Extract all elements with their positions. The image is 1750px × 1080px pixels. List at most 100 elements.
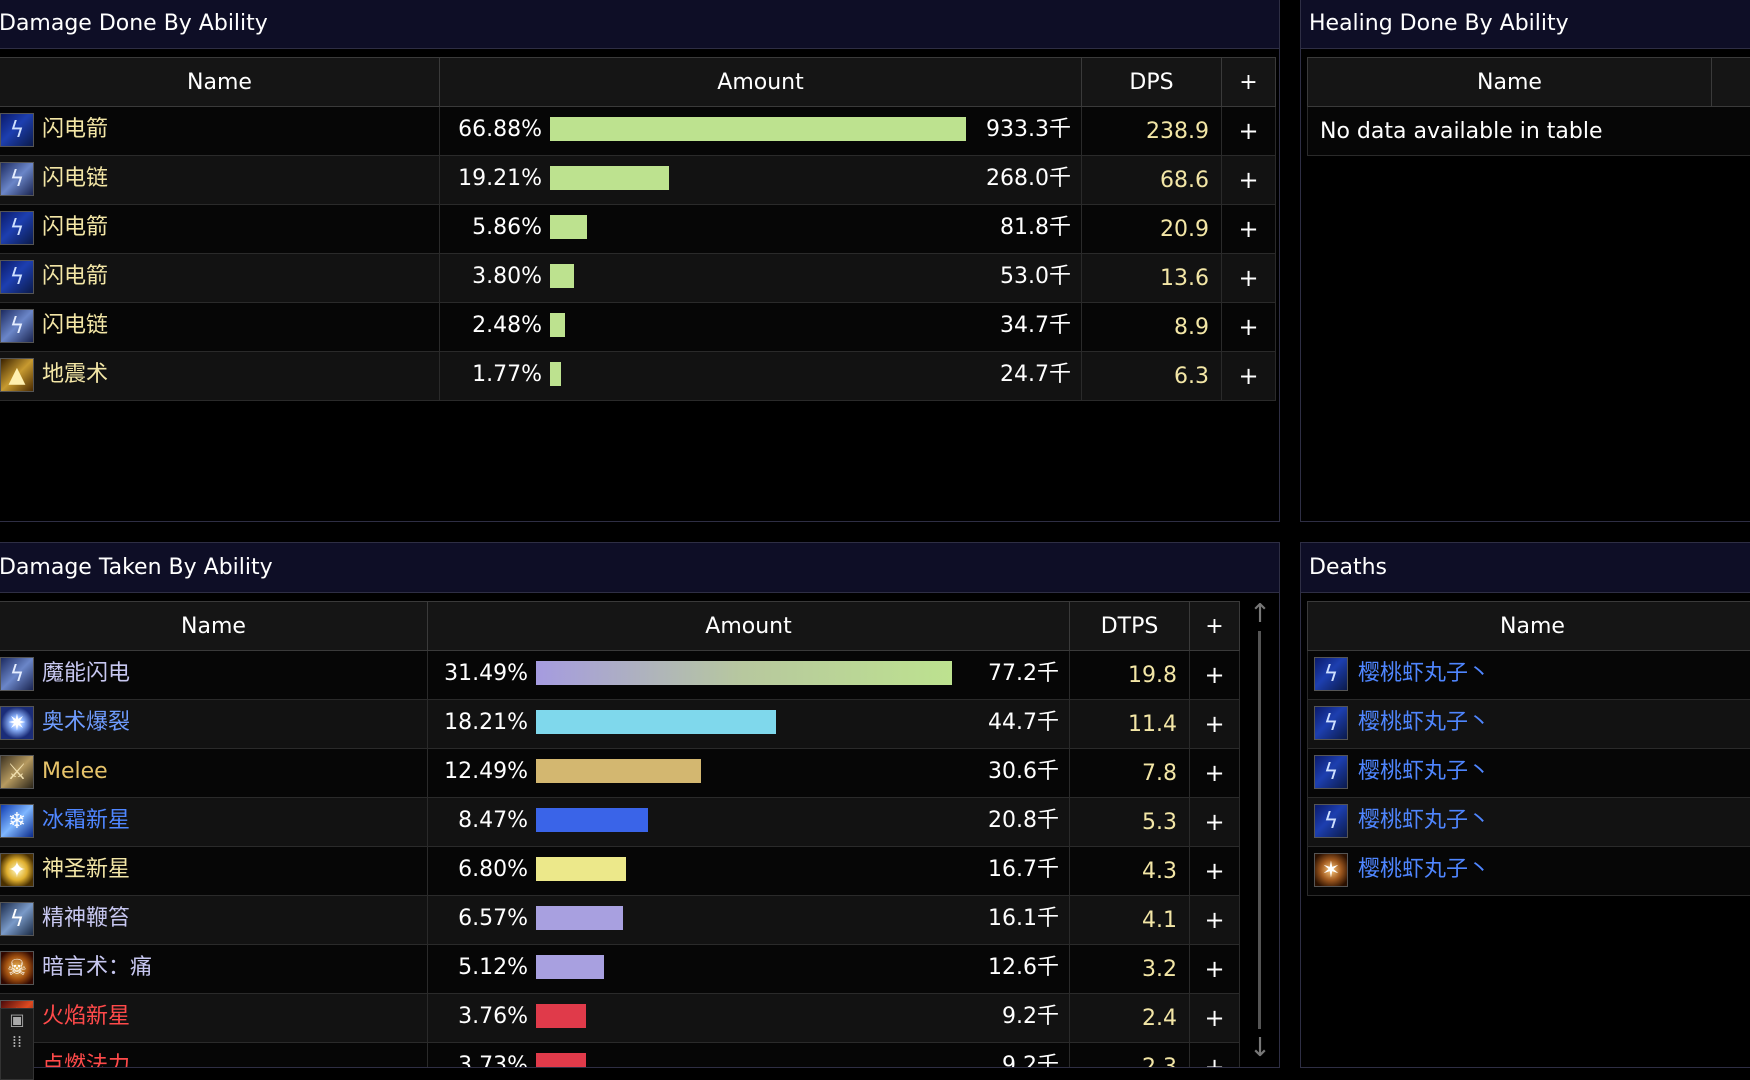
table-row[interactable]: ϟ 闪电箭 3.80% 53.0千 13.6 +	[0, 253, 1276, 303]
ability-name-link[interactable]: 暗言术：痛	[42, 955, 153, 980]
scroll-down-arrow-icon[interactable]: ↓	[1249, 1033, 1271, 1063]
amount-bar	[536, 955, 604, 979]
column-header-expand[interactable]: +	[1189, 601, 1240, 651]
amount-bar	[536, 710, 776, 734]
expand-row-button[interactable]: +	[1189, 895, 1240, 945]
ability-name-link[interactable]: 冰霜新星	[42, 808, 131, 833]
expand-row-button[interactable]: +	[1221, 351, 1276, 401]
column-header-name[interactable]: Name	[1307, 601, 1750, 651]
lightning-bolt-icon: ϟ	[1314, 657, 1348, 691]
expand-row-button[interactable]: +	[1189, 797, 1240, 847]
death-row[interactable]: ϟ 樱桃虾丸子丶	[1307, 748, 1750, 798]
ability-name-cell: ❄ 冰霜新星	[0, 797, 428, 847]
table-row[interactable]: ⚔ Melee 12.49% 30.6千 7.8 +	[0, 748, 1240, 798]
ability-name-link[interactable]: 闪电链	[42, 313, 109, 338]
ability-name-link[interactable]: 闪电箭	[42, 215, 109, 240]
table-row[interactable]: ϟ 闪电箭 66.88% 933.3千 238.9 +	[0, 106, 1276, 156]
table-row[interactable]: ✷ 奥术爆裂 18.21% 44.7千 11.4 +	[0, 699, 1240, 749]
expand-row-button[interactable]: +	[1189, 846, 1240, 896]
amount-value: 24.7千	[1000, 362, 1071, 387]
column-header-amount[interactable]: Amount	[427, 601, 1070, 651]
death-row[interactable]: ϟ 樱桃虾丸子丶	[1307, 699, 1750, 749]
amount-bar	[536, 1053, 586, 1067]
column-header-expand[interactable]: +	[1221, 57, 1276, 107]
table-row[interactable]: ϟ 魔能闪电 31.49% 77.2千 19.8 +	[0, 650, 1240, 700]
expand-row-button[interactable]: +	[1189, 699, 1240, 749]
column-header-name[interactable]: Name	[1307, 57, 1712, 107]
ability-name-link[interactable]: 魔能闪电	[42, 661, 131, 686]
expand-row-button[interactable]: +	[1189, 748, 1240, 798]
player-name-link[interactable]: 樱桃虾丸子丶	[1358, 759, 1491, 784]
player-name-link[interactable]: 樱桃虾丸子丶	[1358, 808, 1491, 833]
table-row[interactable]: ❄ 冰霜新星 8.47% 20.8千 5.3 +	[0, 797, 1240, 847]
ability-name-link[interactable]: 神圣新星	[42, 857, 131, 882]
dps-value: 6.3	[1081, 351, 1222, 401]
amount-value: 933.3千	[986, 117, 1071, 142]
vertical-scrollbar[interactable]: ↑ ↓	[1249, 601, 1271, 1061]
table-row[interactable]: ✹火焰新星 3.76% 9.2千 2.4+	[0, 993, 1240, 1043]
ability-name-cell: ϟ 精神鞭笞	[0, 895, 428, 945]
column-header-dtps[interactable]: DTPS	[1069, 601, 1190, 651]
player-name-link[interactable]: 樱桃虾丸子丶	[1358, 710, 1491, 735]
amount-cell: 5.12% 12.6千	[427, 944, 1070, 994]
column-header-name[interactable]: Name	[0, 57, 440, 107]
dtps-value: 2.4	[1069, 993, 1190, 1043]
amount-cell: 2.48% 34.7千	[439, 302, 1082, 352]
table-row[interactable]: ✹点燃法力 3.73% 9.2千 2.3+	[0, 1042, 1240, 1068]
expand-row-button[interactable]: +	[1221, 106, 1276, 156]
expand-row-button[interactable]: +	[1189, 650, 1240, 700]
dps-value: 68.6	[1081, 155, 1222, 205]
expand-row-button[interactable]: +	[1189, 1042, 1240, 1067]
column-header-name[interactable]: Name	[0, 601, 428, 651]
scroll-up-arrow-icon[interactable]: ↑	[1249, 599, 1271, 629]
lightning-bolt-icon: ϟ	[0, 113, 34, 147]
player-name-link[interactable]: 樱桃虾丸子丶	[1358, 661, 1491, 686]
table-row[interactable]: ϟ 闪电链 2.48% 34.7千 8.9 +	[0, 302, 1276, 352]
amount-value: 77.2千	[988, 661, 1059, 686]
drag-handle-icon[interactable]: ⁞⁞	[11, 1032, 23, 1051]
ability-name-link[interactable]: 火焰新星	[42, 1004, 131, 1029]
amount-cell: 12.49% 30.6千	[427, 748, 1070, 798]
expand-row-button[interactable]: +	[1221, 253, 1276, 303]
amount-value: 9.2千	[1002, 1053, 1059, 1068]
amount-bar	[550, 264, 574, 288]
side-widget[interactable]: ▣ ⁞⁞	[0, 1008, 34, 1080]
amount-bar	[536, 759, 701, 783]
ability-name-cell: ⚔ Melee	[0, 748, 428, 798]
table-row[interactable]: ✦ 神圣新星 6.80% 16.7千 4.3 +	[0, 846, 1240, 896]
column-header-extra	[1711, 57, 1750, 107]
expand-row-button[interactable]: +	[1221, 302, 1276, 352]
column-header-amount[interactable]: Amount	[439, 57, 1082, 107]
amount-value: 16.7千	[988, 857, 1059, 882]
amount-cell: 3.76% 9.2千	[427, 993, 1070, 1043]
ability-name-link[interactable]: 闪电箭	[42, 117, 109, 142]
frost-nova-icon: ❄	[0, 804, 34, 838]
scrollbar-track[interactable]	[1258, 631, 1261, 1029]
death-name-cell: ϟ 樱桃虾丸子丶	[1307, 748, 1750, 798]
table-row[interactable]: ϟ 精神鞭笞 6.57% 16.1千 4.1 +	[0, 895, 1240, 945]
ability-name-link[interactable]: Melee	[42, 759, 108, 784]
table-row[interactable]: ϟ 闪电链 19.21% 268.0千 68.6 +	[0, 155, 1276, 205]
player-name-link[interactable]: 樱桃虾丸子丶	[1358, 857, 1491, 882]
arcane-burst-icon: ✷	[0, 706, 34, 740]
death-row[interactable]: ✶ 樱桃虾丸子丶	[1307, 846, 1750, 896]
ability-name-cell: ϟ 闪电链	[0, 302, 440, 352]
ability-name-link[interactable]: 地震术	[42, 362, 109, 387]
death-row[interactable]: ϟ 樱桃虾丸子丶	[1307, 797, 1750, 847]
ability-name-link[interactable]: 闪电箭	[42, 264, 109, 289]
table-row[interactable]: ▲ 地震术 1.77% 24.7千 6.3 +	[0, 351, 1276, 401]
ability-name-link[interactable]: 精神鞭笞	[42, 906, 131, 931]
expand-row-button[interactable]: +	[1189, 944, 1240, 994]
table-row[interactable]: ☠ 暗言术：痛 5.12% 12.6千 3.2 +	[0, 944, 1240, 994]
ability-name-link[interactable]: 点燃法力	[42, 1053, 131, 1068]
damage-taken-table: Name Amount DTPS + ϟ 魔能闪电 31.49% 77.2千 19.8 +…	[0, 601, 1240, 1068]
column-header-dps[interactable]: DPS	[1081, 57, 1222, 107]
death-row[interactable]: ϟ 樱桃虾丸子丶	[1307, 650, 1750, 700]
expand-row-button[interactable]: +	[1189, 993, 1240, 1043]
expand-row-button[interactable]: +	[1221, 155, 1276, 205]
expand-row-button[interactable]: +	[1221, 204, 1276, 254]
ability-name-link[interactable]: 奥术爆裂	[42, 710, 131, 735]
ability-name-link[interactable]: 闪电链	[42, 166, 109, 191]
table-row[interactable]: ϟ 闪电箭 5.86% 81.8千 20.9 +	[0, 204, 1276, 254]
amount-value: 30.6千	[988, 759, 1059, 784]
